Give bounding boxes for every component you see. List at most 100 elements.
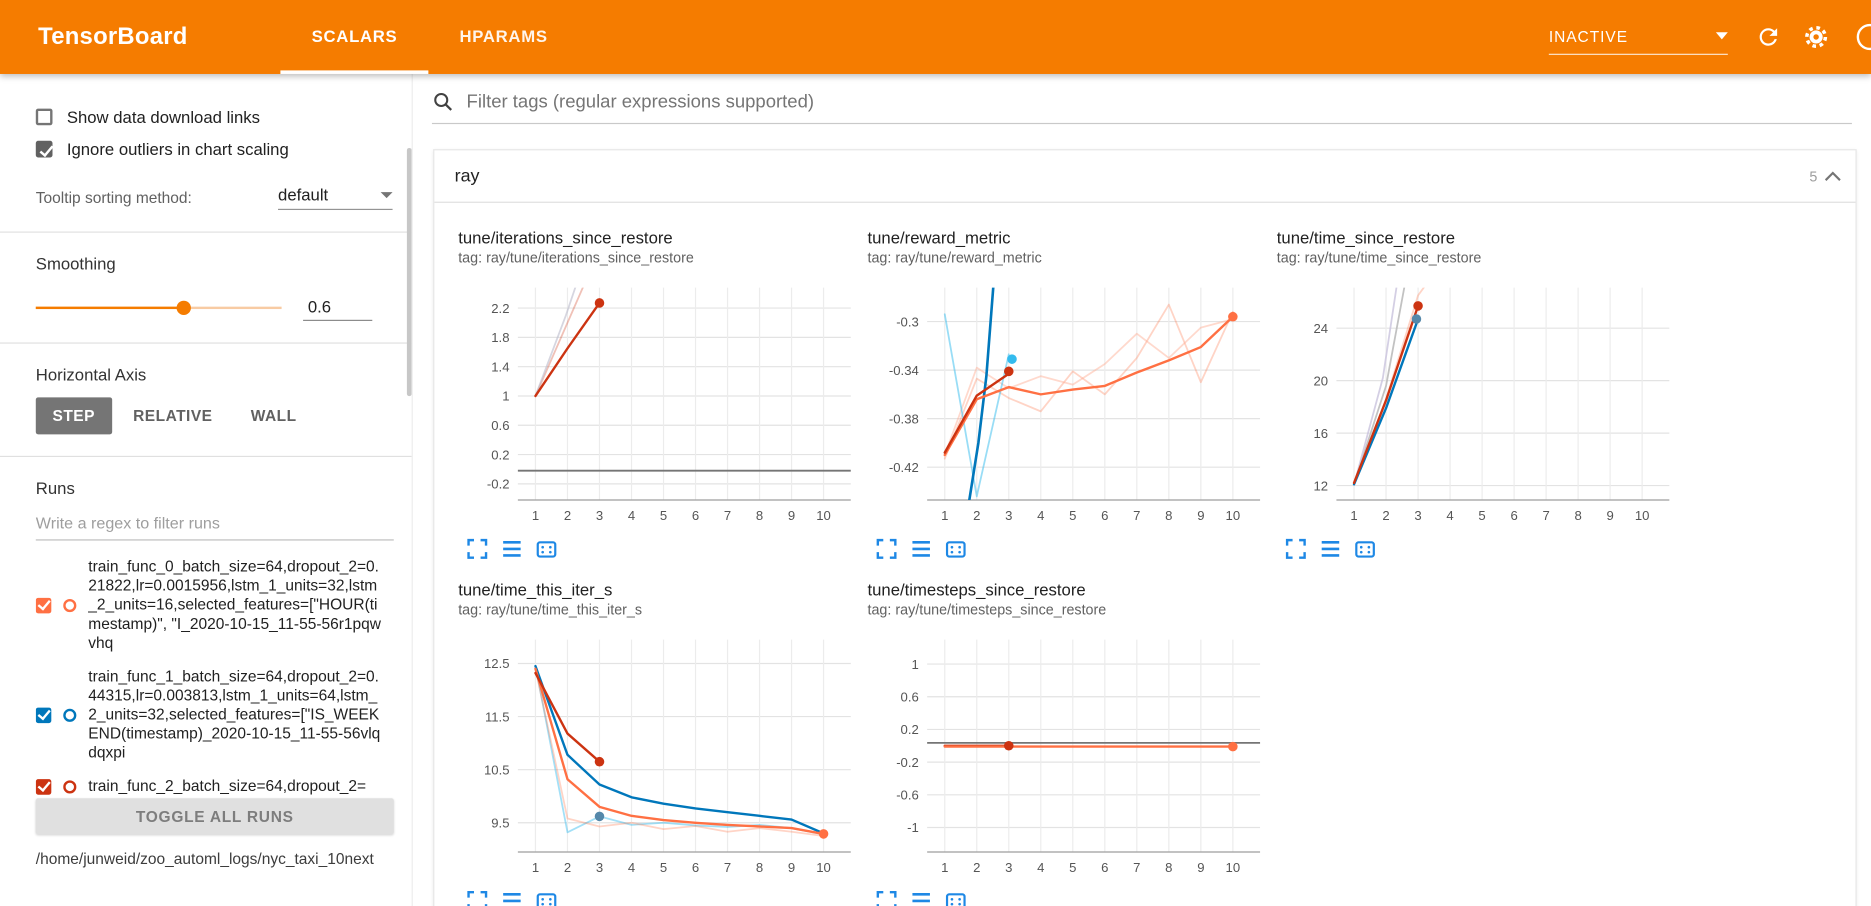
chevron-down-icon <box>380 191 393 198</box>
ignore-outliers-checkbox[interactable]: Ignore outliers in chart scaling <box>35 132 393 164</box>
log-directory: /home/junweid/zoo_automl_logs/nyc_taxi_1… <box>35 849 374 868</box>
divider <box>0 455 412 458</box>
tooltip-sorting-select[interactable]: default <box>278 185 393 211</box>
run-selector-icon[interactable] <box>499 536 525 562</box>
tab-scalars[interactable]: SCALARS <box>280 0 429 74</box>
run-radio[interactable] <box>63 708 77 722</box>
run-item[interactable]: train_func_0_batch_size=64,dropout_2=0.2… <box>35 550 396 660</box>
run-item[interactable]: train_func_2_batch_size=64,dropout_2= <box>35 770 396 796</box>
svg-text:8: 8 <box>1165 860 1172 875</box>
line-chart[interactable]: -0.2 0.2 0.6 1 1.4 1.8 2.2 1 2 3 4 5 6 7 8 9 10 <box>458 278 858 531</box>
help-icon[interactable] <box>1856 23 1871 51</box>
category-card-ray: ray 5 tune/iterations_since_restore tag:… <box>433 149 1857 906</box>
collapse-icon[interactable] <box>1824 170 1841 182</box>
expand-chart-icon[interactable] <box>873 536 899 562</box>
line-chart[interactable]: 9.5 10.5 11.5 12.5 1 2 3 4 5 6 7 8 9 10 <box>458 630 858 883</box>
svg-text:8: 8 <box>1574 508 1581 523</box>
step-axis-button[interactable]: STEP <box>35 397 112 435</box>
tooltip-sorting-row: Tooltip sorting method: default <box>35 185 393 211</box>
chart-actions <box>1277 536 1677 562</box>
svg-text:-0.42: -0.42 <box>889 460 919 475</box>
toggle-all-runs-button[interactable]: TOGGLE ALL RUNS <box>35 798 394 835</box>
run-name: train_func_1_batch_size=64,dropout_2=0.4… <box>88 667 381 762</box>
smoothing-slider[interactable] <box>35 300 282 317</box>
svg-text:10.5: 10.5 <box>484 762 510 777</box>
tooltip-sorting-label: Tooltip sorting method: <box>35 188 192 207</box>
run-checkbox[interactable] <box>35 706 52 723</box>
svg-text:-0.3: -0.3 <box>896 314 919 329</box>
horizontal-axis-buttons: STEP RELATIVE WALL <box>35 397 393 435</box>
charts-grid: tune/iterations_since_restore tag: ray/t… <box>434 203 1855 906</box>
tab-hparams[interactable]: HPARAMS <box>459 25 548 45</box>
wall-axis-button[interactable]: WALL <box>234 397 313 434</box>
fit-domain-icon[interactable] <box>1352 536 1378 562</box>
settings-button[interactable] <box>1792 13 1840 61</box>
category-header[interactable]: ray 5 <box>434 150 1856 203</box>
svg-text:8: 8 <box>1165 508 1172 523</box>
slider-thumb[interactable] <box>176 300 191 316</box>
svg-text:3: 3 <box>596 860 603 875</box>
chart-actions <box>867 536 1267 562</box>
search-icon <box>434 92 453 111</box>
svg-text:1: 1 <box>911 657 918 672</box>
svg-text:7: 7 <box>1542 508 1549 523</box>
line-chart[interactable]: 12 16 20 24 1 2 3 4 5 6 7 8 9 10 <box>1277 278 1677 531</box>
svg-text:9: 9 <box>788 508 795 523</box>
svg-text:10: 10 <box>816 860 831 875</box>
show-download-links-checkbox[interactable]: Show data download links <box>35 100 393 132</box>
refresh-button[interactable] <box>1745 13 1793 61</box>
fit-domain-icon[interactable] <box>943 536 969 562</box>
filter-tags-input[interactable] <box>466 91 1852 113</box>
svg-text:3: 3 <box>1414 508 1421 523</box>
run-radio[interactable] <box>63 598 77 612</box>
expand-chart-icon[interactable] <box>1283 536 1309 562</box>
run-item[interactable]: train_func_1_batch_size=64,dropout_2=0.4… <box>35 660 396 770</box>
reload-status-label: INACTIVE <box>1548 26 1629 45</box>
header-actions: INACTIVE <box>1548 0 1871 74</box>
fit-domain-icon[interactable] <box>533 536 559 562</box>
run-name: train_func_0_batch_size=64,dropout_2=0.2… <box>88 557 381 652</box>
line-chart[interactable]: -0.42 -0.38 -0.34 -0.3 1 2 3 4 5 6 7 8 9 10 <box>867 278 1267 531</box>
expand-chart-icon[interactable] <box>464 888 490 906</box>
svg-text:2: 2 <box>973 508 980 523</box>
run-selector-icon[interactable] <box>499 888 525 906</box>
divider <box>0 231 412 233</box>
svg-text:-0.2: -0.2 <box>487 477 510 492</box>
chart-tag: tag: ray/tune/iterations_since_restore <box>458 249 694 267</box>
run-checkbox[interactable] <box>35 778 52 795</box>
expand-chart-icon[interactable] <box>464 536 490 562</box>
runs-filter-input[interactable] <box>35 514 394 533</box>
smoothing-value-input[interactable]: 0.6 <box>303 295 373 321</box>
run-selector-icon[interactable] <box>1317 536 1343 562</box>
run-radio[interactable] <box>63 779 77 793</box>
chart-actions <box>458 888 858 906</box>
checkbox-checked-icon <box>35 140 53 157</box>
scrollbar[interactable] <box>406 147 412 397</box>
svg-text:2: 2 <box>564 860 571 875</box>
svg-text:0.2: 0.2 <box>901 722 919 737</box>
chart-title: tune/reward_metric <box>867 227 1011 248</box>
reload-status-select[interactable]: INACTIVE <box>1548 26 1728 55</box>
run-checkbox[interactable] <box>35 597 52 613</box>
svg-text:2.2: 2.2 <box>491 301 509 316</box>
svg-text:2: 2 <box>1382 508 1389 523</box>
expand-chart-icon[interactable] <box>873 888 899 906</box>
svg-text:7: 7 <box>724 860 731 875</box>
runs-label: Runs <box>35 478 75 498</box>
svg-text:3: 3 <box>1005 860 1012 875</box>
svg-text:-1: -1 <box>907 820 919 835</box>
main-content: ray 5 tune/iterations_since_restore tag:… <box>412 73 1871 906</box>
svg-text:12.5: 12.5 <box>484 656 510 671</box>
relative-axis-button[interactable]: RELATIVE <box>116 397 229 434</box>
fit-domain-icon[interactable] <box>533 888 559 906</box>
svg-text:9: 9 <box>1606 508 1613 523</box>
chart-title: tune/time_this_iter_s <box>458 579 613 600</box>
line-chart[interactable]: -1 -0.6 -0.2 0.2 0.6 1 1 2 3 4 5 6 7 8 9 10 <box>867 630 1267 883</box>
fit-domain-icon[interactable] <box>943 888 969 906</box>
chart-tag: tag: ray/tune/time_this_iter_s <box>458 601 643 619</box>
run-selector-icon[interactable] <box>908 888 934 906</box>
svg-text:1: 1 <box>532 860 539 875</box>
svg-text:0.6: 0.6 <box>901 690 919 705</box>
scalar-chart-card: tune/time_since_restore tag: ray/tune/ti… <box>1277 227 1677 562</box>
run-selector-icon[interactable] <box>908 536 934 562</box>
